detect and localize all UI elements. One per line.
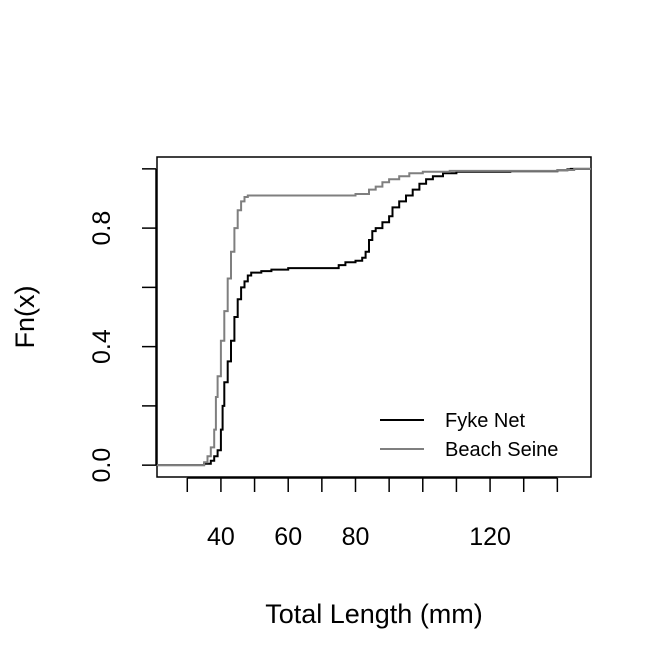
series-line-fyke-net (157, 167, 591, 467)
y-tick-label-0-8: 0.8 (88, 211, 116, 246)
plot-frame (156, 156, 592, 478)
legend-label-beach-seine: Beach Seine (445, 439, 558, 461)
x-tick-label-80: 80 (342, 523, 370, 551)
series-layer (157, 167, 591, 467)
legend-label-fyke-net: Fyke Net (445, 410, 525, 432)
y-tick-label-0-4: 0.4 (88, 329, 116, 364)
x-tick-label-120: 120 (469, 523, 511, 551)
x-tick-label-60: 60 (274, 523, 302, 551)
x-axis-title: Total Length (mm) (265, 599, 483, 629)
y-axis: 0.0 0.4 0.8 (88, 168, 157, 483)
x-tick-label-40: 40 (207, 523, 235, 551)
y-axis-title: Fn(x) (10, 286, 40, 349)
series-line-beach-seine (157, 167, 591, 467)
legend: Fyke Net Beach Seine (380, 410, 558, 461)
x-axis: 40 60 80 120 (186, 477, 559, 551)
y-tick-label-0-0: 0.0 (88, 448, 116, 483)
